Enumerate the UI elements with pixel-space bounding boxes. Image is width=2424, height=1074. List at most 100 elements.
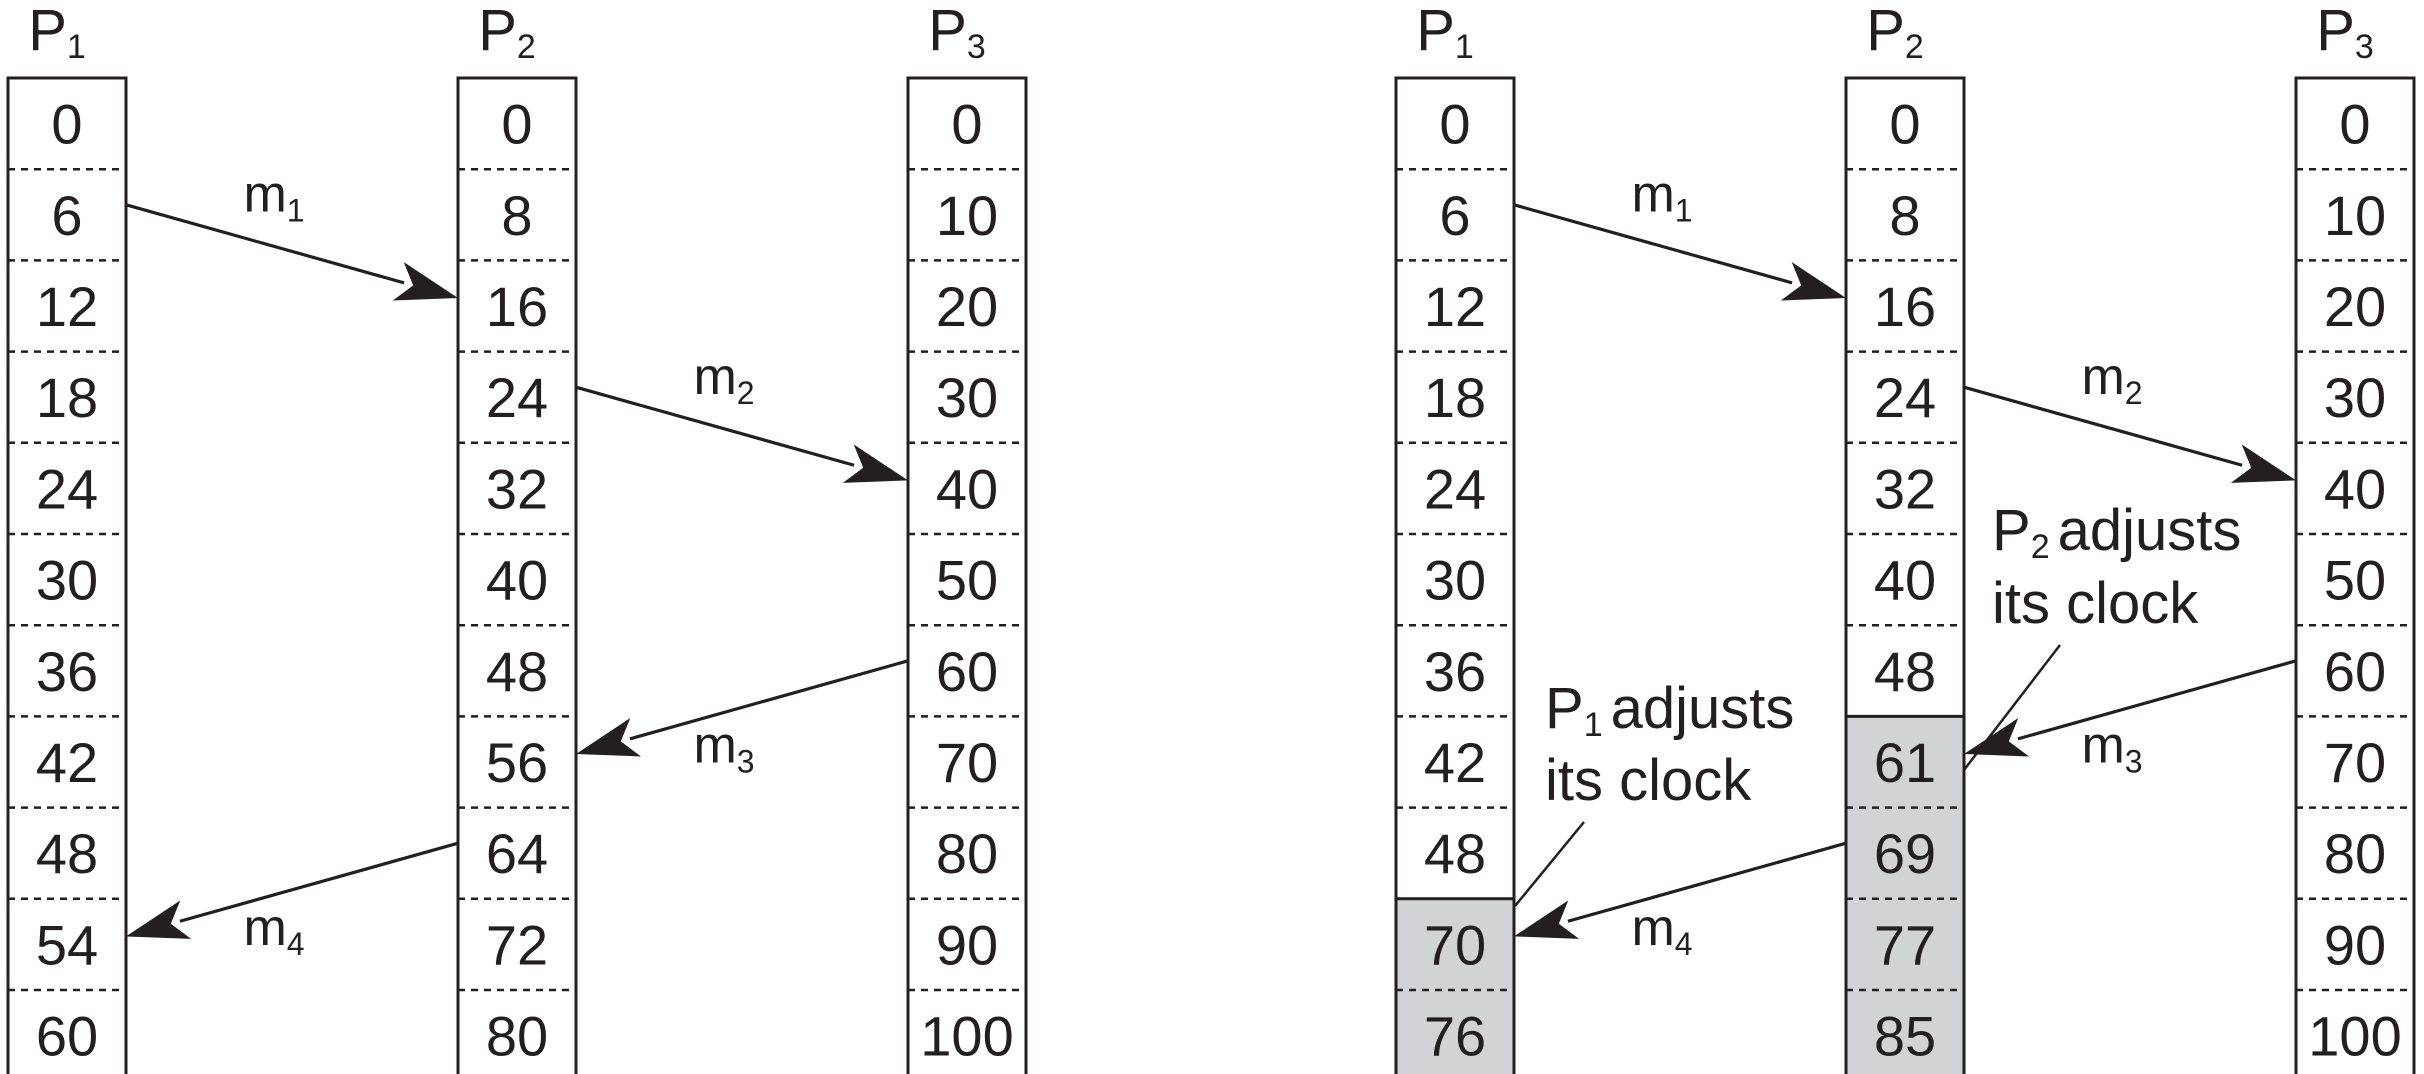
- clock-tick-value: 60: [2324, 640, 2386, 703]
- clock-tick-value: 6: [1439, 184, 1470, 247]
- clock-tick-value: 77: [1874, 913, 1936, 976]
- clock-tick-value: 42: [36, 731, 98, 794]
- arrowhead: [126, 900, 192, 939]
- clock-tick-value: 56: [486, 731, 548, 794]
- clock-tick-value: 50: [936, 549, 998, 612]
- message-label: m1: [243, 165, 304, 228]
- message-label: m3: [2081, 716, 2142, 779]
- clock-tick-value: 0: [1439, 93, 1470, 156]
- clock-tick-value: 30: [936, 366, 998, 429]
- clock-tick-value: 8: [1889, 184, 1920, 247]
- message-label: m4: [243, 899, 304, 962]
- message-arrow-line: [629, 659, 909, 741]
- clock-tick-value: 70: [2324, 731, 2386, 794]
- clock-tick-value: 12: [1424, 275, 1486, 338]
- clock-tick-value: 100: [2308, 1005, 2401, 1068]
- clock-tick-value: 40: [2324, 457, 2386, 520]
- message-arrow-line: [2017, 659, 2297, 741]
- clock-tick-value: 24: [1874, 366, 1936, 429]
- clock-tick-value: 76: [1424, 1005, 1486, 1068]
- panel-without-adjustment: P1 0 6 12 18 24 30 36 42 48 54 60 P2 0 8 16 24 32 40 48 56 64…: [6, 0, 1028, 1074]
- clock-tick-value: 30: [1424, 549, 1486, 612]
- clock-tick-value: 0: [1889, 93, 1920, 156]
- clock-tick-value: 6: [51, 184, 82, 247]
- arrowhead: [1514, 900, 1580, 939]
- message-m1: m1: [1513, 165, 1846, 301]
- clock-tick-value: 50: [2324, 549, 2386, 612]
- clock-tick-value: 90: [2324, 913, 2386, 976]
- clock-tick-value: 36: [1424, 640, 1486, 703]
- clock-tick-value: 20: [2324, 275, 2386, 338]
- clock-tick-value: 24: [486, 366, 548, 429]
- clock-tick-value: 40: [486, 549, 548, 612]
- message-arrow-line: [1513, 203, 1793, 285]
- panel-with-clock-adjustment: P1 0 6 12 18 24 30 36 42 48 70 76 P2 0 8 16 24 32 40 48 61 69…: [1394, 0, 2416, 1074]
- clock-tick-value: 16: [486, 275, 548, 338]
- clock-tick-value: 48: [36, 822, 98, 885]
- clock-tick-value: 60: [36, 1005, 98, 1068]
- process-label: P3: [928, 0, 986, 66]
- clock-tick-value: 80: [2324, 822, 2386, 885]
- message-label: m1: [1631, 165, 1692, 228]
- clock-tick-value: 80: [936, 822, 998, 885]
- clock-tick-value: 0: [2339, 93, 2370, 156]
- clock-tick-value: 48: [1424, 822, 1486, 885]
- arrowhead: [842, 444, 908, 483]
- clock-tick-value: 90: [936, 913, 998, 976]
- clock-tick-value: 10: [2324, 184, 2386, 247]
- message-m4: m4: [126, 841, 459, 962]
- clock-column: [1844, 76, 1966, 1074]
- clock-tick-value: 69: [1874, 822, 1936, 885]
- clock-tick-value: 42: [1424, 731, 1486, 794]
- clock-tick-value: 12: [36, 275, 98, 338]
- clock-tick-value: 36: [36, 640, 98, 703]
- adjusted-clock-region: [1846, 716, 1964, 1074]
- clock-tick-value: 85: [1874, 1005, 1936, 1068]
- clock-tick-value: 32: [1874, 457, 1936, 520]
- clock-tick-value: 61: [1874, 731, 1936, 794]
- process-column-p2: P2 0 8 16 24 32 40 48 61 69 77 85: [1844, 0, 1966, 1074]
- process-label: P3: [2316, 0, 2374, 66]
- process-column-p2: P2 0 8 16 24 32 40 48 56 64 72 80: [456, 0, 578, 1074]
- clock-tick-value: 54: [36, 913, 98, 976]
- clock-tick-value: 40: [1874, 549, 1936, 612]
- message-arrow-line: [179, 841, 459, 923]
- clock-tick-value: 8: [501, 184, 532, 247]
- note-line-2: its clock: [1992, 571, 2199, 636]
- process-label: P1: [28, 0, 86, 66]
- clock-tick-value: 18: [1424, 366, 1486, 429]
- process-column-p3: P3 0 10 20 30 40 50 60 70 80 90 100: [2294, 0, 2416, 1074]
- note-leader-line: [1514, 821, 1585, 907]
- clock-tick-value: 20: [936, 275, 998, 338]
- message-arrow-line: [1567, 841, 1847, 923]
- arrowhead: [2230, 444, 2296, 483]
- message-m2: m2: [575, 348, 908, 483]
- message-m2: m2: [1963, 348, 2296, 483]
- message-label: m2: [2081, 348, 2142, 411]
- arrowhead: [392, 262, 458, 301]
- message-arrow-line: [575, 385, 855, 467]
- clock-tick-value: 0: [51, 93, 82, 156]
- message-m1: m1: [125, 165, 458, 301]
- clock-tick-value: 48: [486, 640, 548, 703]
- clock-tick-value: 70: [936, 731, 998, 794]
- note-leader-line: [1963, 644, 2061, 771]
- clock-tick-value: 72: [486, 913, 548, 976]
- process-label: P2: [478, 0, 536, 66]
- message-arrow-line: [125, 203, 405, 285]
- clock-tick-value: 70: [1424, 913, 1486, 976]
- clock-tick-value: 16: [1874, 275, 1936, 338]
- clock-column: [1394, 76, 1516, 1074]
- clock-tick-value: 40: [936, 457, 998, 520]
- clock-tick-value: 80: [486, 1005, 548, 1068]
- message-label: m2: [693, 348, 754, 411]
- message-label: m4: [1631, 899, 1692, 962]
- note-line-2: its clock: [1545, 748, 1752, 813]
- note-line-1: P2 adjusts: [1992, 498, 2241, 566]
- clock-tick-value: 30: [36, 549, 98, 612]
- clock-tick-value: 48: [1874, 640, 1936, 703]
- clock-tick-value: 0: [951, 93, 982, 156]
- message-label: m3: [693, 716, 754, 779]
